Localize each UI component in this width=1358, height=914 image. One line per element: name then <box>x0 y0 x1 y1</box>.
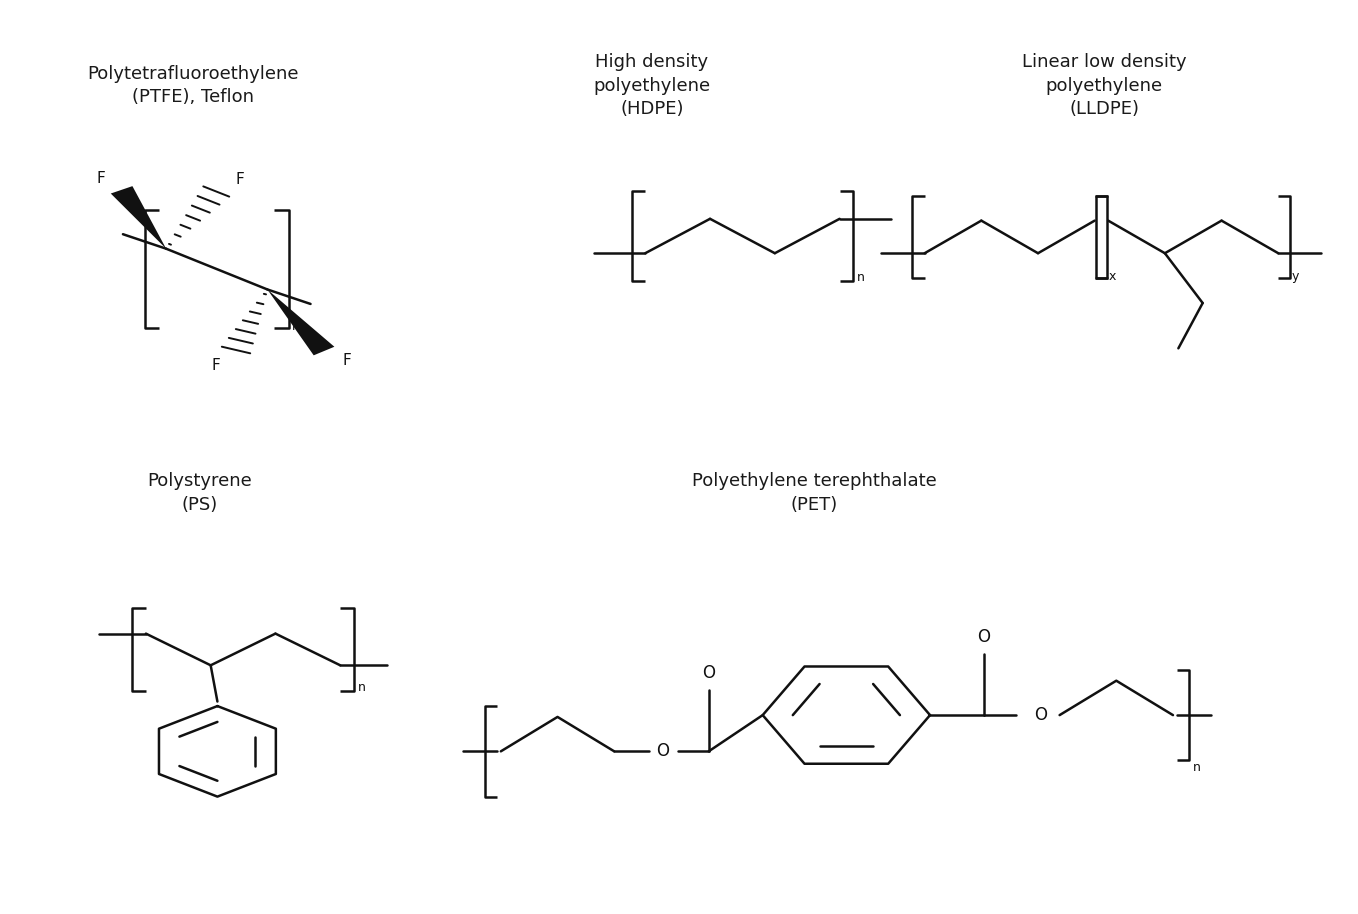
Text: Polytetrafluoroethylene
(PTFE), Teflon: Polytetrafluoroethylene (PTFE), Teflon <box>87 65 299 106</box>
Polygon shape <box>111 186 166 249</box>
Text: n: n <box>357 681 365 694</box>
Text: O: O <box>978 628 990 646</box>
Text: F: F <box>96 172 106 186</box>
Text: O: O <box>656 742 669 760</box>
Text: Polyethylene terephthalate
(PET): Polyethylene terephthalate (PET) <box>691 473 937 514</box>
Text: F: F <box>342 353 352 367</box>
Text: High density
polyethylene
(HDPE): High density polyethylene (HDPE) <box>593 53 710 118</box>
Polygon shape <box>268 290 334 356</box>
Text: F: F <box>212 358 220 373</box>
Text: y: y <box>1291 270 1300 282</box>
Text: n: n <box>1194 761 1200 774</box>
Text: n: n <box>857 271 865 284</box>
Text: x: x <box>1108 270 1115 282</box>
Text: Polystyrene
(PS): Polystyrene (PS) <box>148 473 253 514</box>
Text: Linear low density
polyethylene
(LLDPE): Linear low density polyethylene (LLDPE) <box>1021 53 1187 118</box>
Text: n: n <box>292 320 300 333</box>
Text: O: O <box>1035 707 1047 724</box>
Text: F: F <box>236 173 244 187</box>
Text: O: O <box>702 664 716 683</box>
